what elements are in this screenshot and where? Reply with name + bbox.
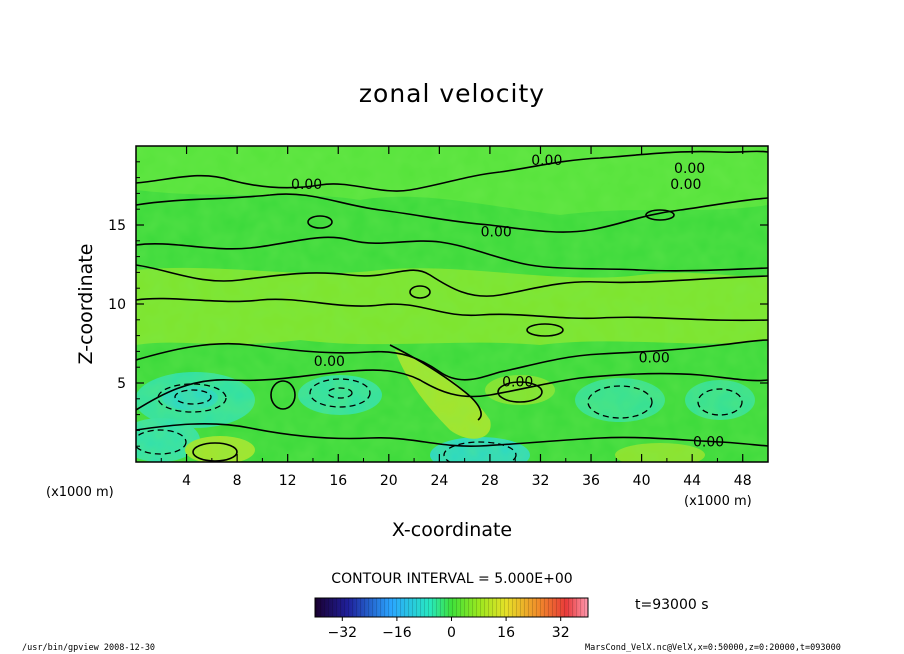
contour-line-6 <box>136 339 768 381</box>
chart-title: zonal velocity <box>359 79 545 108</box>
x-tick-label: 36 <box>582 473 600 489</box>
contour-line-3 <box>136 236 768 272</box>
contour-label: 0.00 <box>674 161 705 177</box>
negative-contour-5 <box>587 385 653 419</box>
contour-label: 0.00 <box>531 153 562 169</box>
contour-loop-3 <box>192 442 238 462</box>
colorbar-tick-label: 0 <box>447 625 456 641</box>
contour-line-8 <box>136 423 768 448</box>
negative-contour-1 <box>157 383 227 413</box>
contour-label: 0.00 <box>502 374 533 390</box>
negative-contours <box>136 378 743 462</box>
contour-label: 0.00 <box>639 351 670 367</box>
y-tick-label: 15 <box>108 218 126 234</box>
contour-label: 0.00 <box>314 354 345 370</box>
x-tick-label: 12 <box>279 473 297 489</box>
contour-loop-7 <box>409 285 431 299</box>
contour-line-5 <box>136 297 768 322</box>
field-texture <box>136 146 768 462</box>
contour-loop-5 <box>645 209 675 221</box>
plot-area: 0.00 0.000.000.000.000.00 0.000.000.00 <box>136 146 768 462</box>
negative-contour-4 <box>327 387 353 399</box>
x-tick-label: 24 <box>430 473 448 489</box>
negative-contour-7 <box>697 388 743 416</box>
contour-loop-4 <box>307 215 333 229</box>
y-axis: 5 10 15 <box>108 161 768 447</box>
footer-left: /usr/bin/gpview 2008-12-30 <box>22 643 155 653</box>
contour-labels: 0.00 0.000.000.000.000.00 0.000.000.00 <box>291 153 724 450</box>
y-axis-label: Z-coordinate <box>75 244 97 365</box>
contour-interval-label: CONTOUR INTERVAL = 5.000E+00 <box>331 571 572 587</box>
colorbar-tick-label: −16 <box>382 625 412 641</box>
x-tick-label: 8 <box>233 473 242 489</box>
x-unit-label-right: (x1000 m) <box>684 494 752 509</box>
contour-loop-2 <box>497 381 543 403</box>
colorbar-tick-label: −32 <box>328 625 358 641</box>
x-tick-label: 20 <box>380 473 398 489</box>
contour-label: 0.00 <box>693 434 724 450</box>
x-tick-label: 44 <box>683 473 701 489</box>
x-tick-label: 4 <box>182 473 191 489</box>
time-label: t=93000 s <box>635 597 709 613</box>
colorbar-tick-label: 16 <box>497 625 515 641</box>
negative-contour-2 <box>174 389 212 405</box>
x-tick-label: 48 <box>734 473 752 489</box>
x-tick-label: 40 <box>633 473 651 489</box>
contour-label: 0.00 <box>670 177 701 193</box>
colorbar-ticks: −32 −16 0 16 32 <box>328 617 570 641</box>
contour-label: 0.00 <box>481 224 512 240</box>
contour-line-9 <box>389 344 482 421</box>
x-axis-label: X-coordinate <box>392 519 512 541</box>
contour-line-7 <box>136 369 768 411</box>
contour-loop-6 <box>526 323 564 337</box>
negative-contour-6 <box>443 441 517 462</box>
contour-loop-1 <box>270 380 296 410</box>
colorbar: −32 −16 0 16 32 <box>314 597 589 641</box>
contour-line-4 <box>136 264 768 297</box>
contour-line-1 <box>136 150 768 192</box>
colorbar-tick-label: 32 <box>552 625 570 641</box>
x-tick-label: 16 <box>329 473 347 489</box>
x-axis: 4 8 12 16 20 24 28 32 36 40 44 48 <box>160 146 752 489</box>
contour-label: 0.00 <box>291 177 322 193</box>
x-tick-label: 32 <box>532 473 550 489</box>
y-tick-label: 5 <box>117 376 126 392</box>
x-tick-label: 28 <box>481 473 499 489</box>
x-unit-label-left: (x1000 m) <box>46 485 114 500</box>
colorbar-stripes <box>315 598 588 617</box>
negative-contour-3 <box>309 378 371 408</box>
y-tick-label: 10 <box>108 297 126 313</box>
contour-lines <box>136 150 768 462</box>
footer-right: MarsCond_VelX.nc@VelX,x=0:50000,z=0:2000… <box>585 643 841 653</box>
negative-contour-8 <box>136 429 187 455</box>
contour-line-2 <box>136 193 768 233</box>
